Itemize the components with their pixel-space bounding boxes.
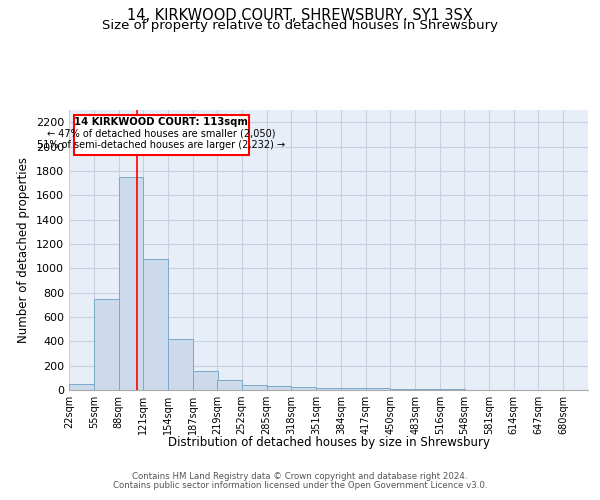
Text: Contains HM Land Registry data © Crown copyright and database right 2024.: Contains HM Land Registry data © Crown c… [132, 472, 468, 481]
Bar [94, 298, 119, 390]
Bar [316, 388, 341, 390]
Bar [242, 384, 266, 390]
Bar [119, 177, 143, 390]
Bar [143, 259, 168, 390]
Bar [391, 389, 415, 390]
Bar [415, 389, 440, 390]
Y-axis label: Number of detached properties: Number of detached properties [17, 157, 31, 343]
Text: Distribution of detached houses by size in Shrewsbury: Distribution of detached houses by size … [168, 436, 490, 449]
Bar [74, 114, 249, 155]
Text: Contains public sector information licensed under the Open Government Licence v3: Contains public sector information licen… [113, 481, 487, 490]
Bar [266, 386, 292, 390]
Bar [292, 387, 316, 390]
Text: 14, KIRKWOOD COURT, SHREWSBURY, SY1 3SX: 14, KIRKWOOD COURT, SHREWSBURY, SY1 3SX [127, 8, 473, 22]
Bar [217, 380, 242, 390]
Text: 51% of semi-detached houses are larger (2,232) →: 51% of semi-detached houses are larger (… [37, 140, 286, 150]
Text: 14 KIRKWOOD COURT: 113sqm: 14 KIRKWOOD COURT: 113sqm [74, 116, 248, 126]
Bar [341, 388, 365, 390]
Bar [193, 371, 218, 390]
Text: ← 47% of detached houses are smaller (2,050): ← 47% of detached houses are smaller (2,… [47, 129, 275, 139]
Bar [69, 384, 94, 390]
Bar [168, 339, 193, 390]
Text: Size of property relative to detached houses in Shrewsbury: Size of property relative to detached ho… [102, 19, 498, 32]
Bar [365, 388, 391, 390]
